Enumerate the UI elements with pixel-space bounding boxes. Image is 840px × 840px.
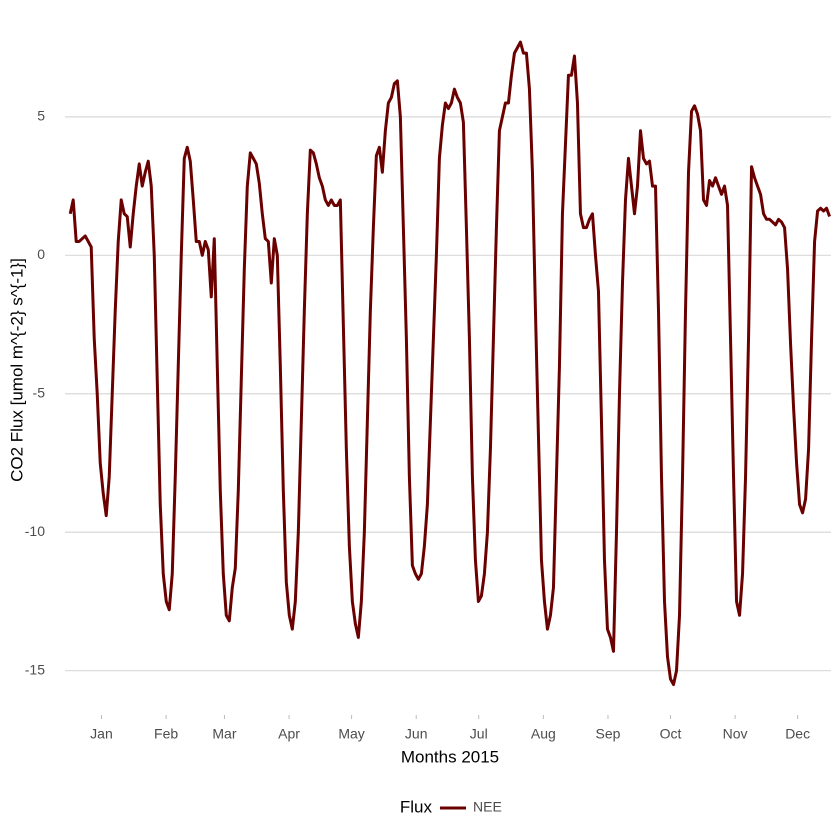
x-tick-label: Feb xyxy=(154,726,178,742)
x-tick-label: Dec xyxy=(785,726,810,742)
y-axis-title: CO2 Flux [umol m^{-2} s^{-1}] xyxy=(7,258,26,482)
legend-title: Flux xyxy=(400,797,433,816)
x-tick-label: Jul xyxy=(470,726,488,742)
x-tick-label: Nov xyxy=(723,726,748,742)
x-tick-label: Oct xyxy=(660,726,682,742)
y-tick-label: 0 xyxy=(37,246,45,262)
x-tick-label: Mar xyxy=(212,726,236,742)
x-tick-label: Sep xyxy=(596,726,621,742)
y-tick-label: -5 xyxy=(33,384,46,400)
x-axis-title: Months 2015 xyxy=(401,747,499,766)
x-tick-label: Jan xyxy=(90,726,113,742)
legend-label: NEE xyxy=(473,799,502,815)
y-tick-label: -15 xyxy=(25,661,45,677)
x-tick-label: May xyxy=(338,726,364,742)
x-tick-label: Jun xyxy=(405,726,428,742)
data-line xyxy=(68,40,831,687)
x-tick-label: Aug xyxy=(531,726,556,742)
y-tick-label: 5 xyxy=(37,108,45,124)
x-tick-label: Apr xyxy=(278,726,300,742)
y-tick-label: -10 xyxy=(25,523,45,539)
